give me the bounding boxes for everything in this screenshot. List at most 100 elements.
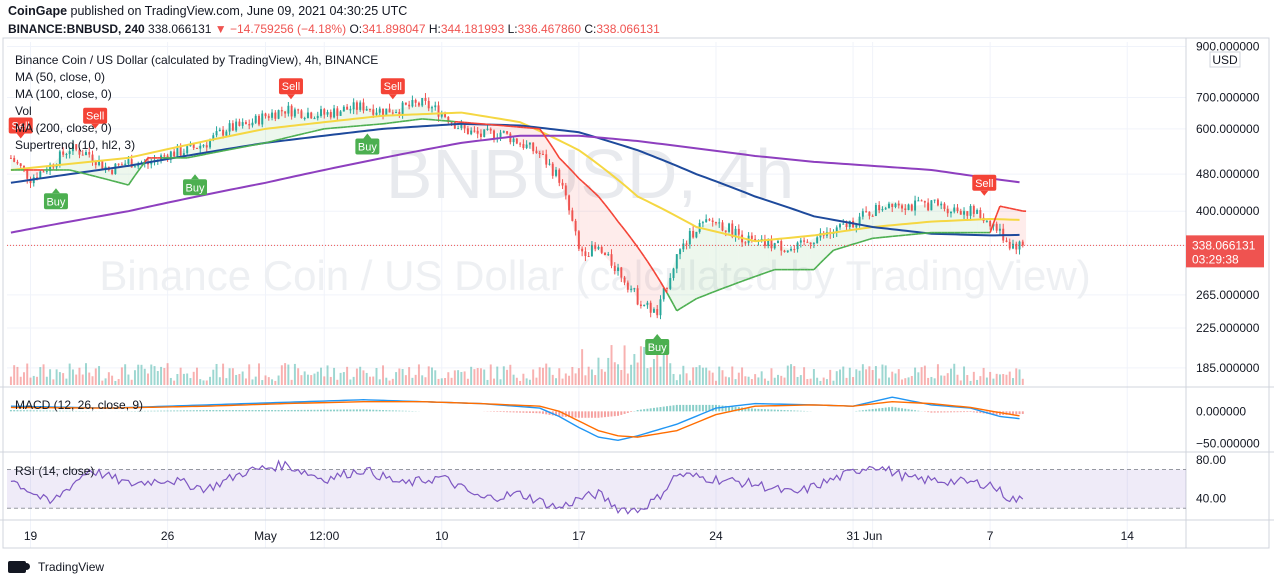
supertrend-segment bbox=[816, 262, 821, 267]
macd-histogram-bar bbox=[878, 408, 881, 412]
supertrend-segment bbox=[843, 245, 847, 248]
macd-histogram-bar bbox=[695, 404, 698, 412]
time-tick-label: 12:00 bbox=[309, 529, 339, 543]
supertrend-segment bbox=[575, 174, 580, 179]
candle-body bbox=[953, 207, 956, 212]
buy-signal: Buy bbox=[183, 174, 208, 196]
candle-body bbox=[506, 131, 509, 134]
candle-body bbox=[244, 122, 247, 125]
signal-labels: Sell Buy Sell Buy Sell Buy Sell Buy Sell bbox=[8, 78, 997, 355]
volume-bar bbox=[943, 375, 946, 385]
macd-histogram-bar bbox=[891, 406, 894, 412]
low-label: L: bbox=[507, 22, 518, 36]
volume-bar bbox=[806, 379, 809, 385]
publisher-name[interactable]: CoinGape bbox=[8, 4, 68, 18]
footer-brand[interactable]: TradingView bbox=[38, 560, 105, 574]
supertrend-fill-segment bbox=[33, 169, 38, 177]
candle-body bbox=[613, 265, 616, 271]
macd-legend[interactable]: MACD (12, 26, close, 9) bbox=[15, 398, 144, 412]
candle-body bbox=[267, 116, 270, 118]
volume-bar bbox=[757, 377, 760, 385]
supertrend-segment bbox=[558, 157, 564, 162]
volume-bar bbox=[13, 365, 16, 385]
rsi-legend[interactable]: RSI (14, close) bbox=[15, 464, 95, 478]
volume-bar bbox=[457, 370, 460, 385]
macd-histogram-bar bbox=[887, 407, 890, 412]
volume-bar bbox=[388, 380, 391, 385]
volume-bar bbox=[71, 369, 74, 385]
supertrend-segment bbox=[265, 141, 269, 144]
candle-body bbox=[362, 102, 365, 111]
supertrend-fill-segment bbox=[604, 204, 609, 260]
candle-body bbox=[271, 112, 274, 118]
volume-bar bbox=[280, 365, 283, 385]
supertrend-fill-segment bbox=[931, 203, 935, 233]
supertrend-segment bbox=[555, 152, 560, 159]
supertrend-segment bbox=[115, 180, 119, 184]
supertrend-legend[interactable]: Supertrend (10, hl2, 3) bbox=[15, 138, 136, 152]
macd-histogram-bar bbox=[238, 410, 241, 412]
candle-body bbox=[55, 165, 58, 168]
candle-body bbox=[342, 106, 345, 112]
candle-body bbox=[199, 145, 202, 149]
volume-bar bbox=[770, 368, 773, 385]
supertrend-segment bbox=[1003, 206, 1007, 209]
volume-bar bbox=[571, 366, 574, 385]
candle-body bbox=[793, 248, 796, 250]
supertrend-segment bbox=[771, 268, 775, 272]
price-tick-label: 700.000000 bbox=[1196, 91, 1260, 105]
supertrend-fill-segment bbox=[781, 246, 785, 270]
supertrend-segment bbox=[196, 154, 201, 157]
volume-bar bbox=[150, 364, 153, 385]
candle-body bbox=[666, 287, 668, 289]
volume-bar bbox=[323, 376, 326, 385]
supertrend-fill-segment bbox=[219, 131, 224, 152]
candle-body bbox=[460, 124, 463, 129]
candle-body bbox=[29, 178, 32, 184]
sell-signal: Sell bbox=[8, 117, 33, 139]
volume-bar bbox=[522, 373, 525, 385]
candle-body bbox=[858, 216, 861, 225]
ma50-legend[interactable]: MA (50, close, 0) bbox=[15, 70, 106, 84]
candle-body bbox=[261, 113, 264, 125]
candle-body bbox=[584, 251, 587, 257]
macd-histogram-bar bbox=[316, 409, 319, 412]
macd-histogram-bar bbox=[936, 411, 939, 413]
candle-body bbox=[293, 109, 296, 117]
macd-histogram-bar bbox=[643, 409, 646, 412]
candle-body bbox=[969, 206, 972, 216]
vol-legend[interactable]: Vol bbox=[15, 104, 32, 118]
supertrend-fill-segment bbox=[722, 225, 726, 289]
volume-bar bbox=[750, 379, 753, 385]
volume-bar bbox=[375, 367, 378, 385]
volume-bar bbox=[352, 376, 355, 385]
macd-histogram-bar bbox=[623, 411, 626, 414]
candle-body bbox=[375, 112, 378, 115]
volume-bar bbox=[617, 364, 620, 385]
candle-body bbox=[326, 111, 329, 115]
ma200-legend[interactable]: MA (200, close, 0) bbox=[15, 121, 112, 135]
supertrend-fill-segment bbox=[601, 200, 605, 257]
volume-bar bbox=[590, 369, 593, 385]
macd-histogram-bar bbox=[675, 404, 678, 412]
supertrend-segment bbox=[79, 171, 83, 174]
candle-body bbox=[796, 242, 799, 250]
volume-bar bbox=[212, 369, 215, 385]
supertrend-fill-segment bbox=[680, 246, 684, 309]
ma100-legend[interactable]: MA (100, close, 0) bbox=[15, 87, 112, 101]
volume-bar bbox=[359, 366, 362, 385]
candle-body bbox=[127, 159, 130, 164]
supertrend-segment bbox=[1016, 208, 1020, 212]
volume-bar bbox=[264, 375, 267, 385]
volume-bar bbox=[117, 379, 120, 385]
volume-bar bbox=[777, 374, 779, 385]
candle-body bbox=[894, 203, 897, 207]
macd-histogram-bar bbox=[610, 411, 613, 417]
candle-body bbox=[287, 105, 290, 114]
supertrend-fill-segment bbox=[787, 248, 792, 270]
supertrend-segment bbox=[656, 276, 662, 283]
volume-bar bbox=[486, 379, 489, 385]
volume-bar bbox=[995, 373, 998, 385]
volume-bar bbox=[258, 363, 260, 385]
